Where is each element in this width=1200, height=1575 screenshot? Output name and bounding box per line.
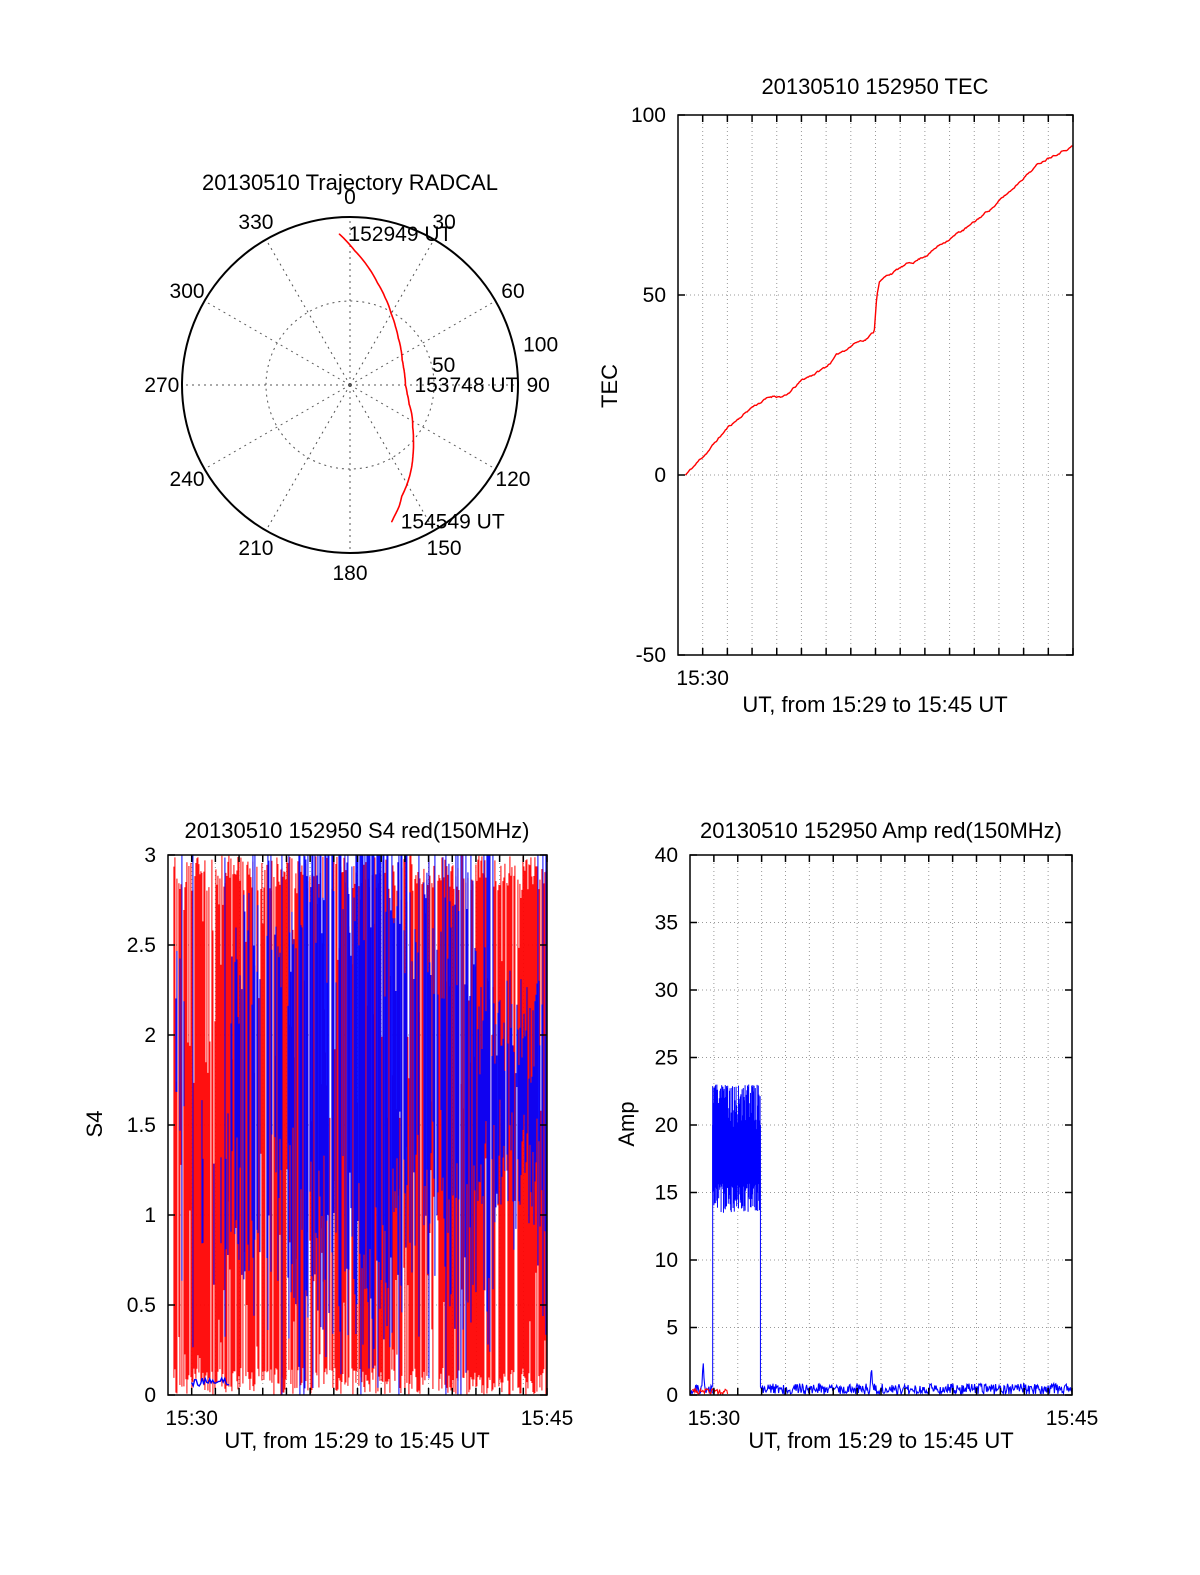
s4-plot-frame	[167, 854, 548, 1396]
amp-plot-ytick-label: 10	[655, 1249, 678, 1272]
trajectory-plot-title: 20130510 Trajectory RADCAL	[202, 170, 498, 195]
polar-azimuth-label: 30	[432, 211, 455, 234]
s4-plot-ytick-label: 0	[144, 1384, 156, 1407]
trajectory-time-annotation: 152949 UT	[348, 223, 452, 246]
polar-azimuth-label: 180	[332, 562, 367, 585]
tec-plot-grid	[678, 115, 1073, 655]
polar-azimuth-label: 240	[170, 468, 205, 491]
s4-plot: 3 2.5 2 1.5 1 0.5 0 15:30 15:45	[127, 844, 573, 1430]
tec-plot-xtick-label: 15:30	[676, 667, 729, 690]
amp-plot-labels: 40 35 30 25 20 15 10 5 0 15:30 15:45	[655, 844, 1099, 1430]
amp-plot-ytick-label: 40	[655, 844, 678, 867]
amp-plot-frame	[689, 854, 1073, 1396]
amp-plot-xtick-label: 15:45	[1046, 1407, 1099, 1430]
s4-plot-xtick-label: 15:30	[165, 1407, 218, 1430]
polar-spoke	[204, 384, 351, 470]
amp-plot-xtick-label: 15:30	[688, 1407, 741, 1430]
amp-plot-data	[689, 1084, 1073, 1396]
tec-plot-ytick-label: 100	[631, 104, 666, 127]
tec-xlabel: UT, from 15:29 to 15:45 UT	[742, 692, 1008, 717]
polar-azimuth-label: 120	[495, 468, 530, 491]
s4-plot-ytick-label: 3	[144, 844, 156, 867]
amp-plot-ytick-label: 20	[655, 1114, 678, 1137]
trajectory-plot: 0 30 60 90 120 150 180 210 240 270 300 330 50 100 1529…	[144, 186, 558, 585]
s4-ylabel: S4	[82, 1110, 107, 1138]
polar-spoke	[349, 384, 435, 531]
amp-baseline-blue	[689, 1363, 713, 1396]
polar-azimuth-label: 330	[238, 211, 273, 234]
amp-red-segment	[691, 1387, 729, 1396]
s4-plot-ytick-label: 2.5	[127, 934, 156, 957]
amp-plot-ytick-label: 30	[655, 979, 678, 1002]
s4-plot-ytick-label: 0.5	[127, 1294, 156, 1317]
amp-plot: 40 35 30 25 20 15 10 5 0 15:30 15:45	[655, 844, 1099, 1430]
s4-plot-ytick-label: 2	[144, 1024, 156, 1047]
s4-plot-labels: 3 2.5 2 1.5 1 0.5 0 15:30 15:45	[127, 844, 573, 1430]
amp-baseline-blue	[759, 1370, 1073, 1396]
amp-plot-ytick-label: 25	[655, 1047, 678, 1070]
tec-ylabel: TEC	[597, 364, 622, 408]
amp-xlabel: UT, from 15:29 to 15:45 UT	[748, 1428, 1014, 1453]
polar-azimuth-label: 0	[344, 186, 356, 209]
s4-plot-ytick-label: 1.5	[127, 1114, 156, 1137]
polar-outline	[181, 216, 519, 554]
polar-azimuth-label: 60	[501, 280, 524, 303]
tec-plot-data	[684, 145, 1073, 476]
tec-plot-labels: 100 50 0 -50 15:30	[631, 104, 729, 690]
s4-plot-data	[173, 855, 547, 1395]
amp-plot-ytick-label: 5	[666, 1317, 678, 1340]
s4-plot-xtick-label: 15:45	[521, 1407, 574, 1430]
tec-plot-ytick-label: 50	[643, 284, 666, 307]
s4-plot-title: 20130510 152950 S4 red(150MHz)	[184, 818, 530, 843]
polar-azimuth-label: 210	[238, 537, 273, 560]
amp-plot-ytick-label: 35	[655, 912, 678, 935]
polar-azimuth-label: 300	[170, 280, 205, 303]
amp-plot-ytick-label: 0	[666, 1384, 678, 1407]
amp-plot-ytick-label: 15	[655, 1182, 678, 1205]
polar-spoke	[349, 300, 496, 386]
amp-ylabel: Amp	[614, 1101, 639, 1147]
tec-plot: 100 50 0 -50 15:30	[631, 104, 1074, 690]
polar-radial-label: 50	[432, 354, 455, 377]
polar-azimuth-label: 270	[144, 374, 179, 397]
tec-plot-ytick-label: 0	[654, 464, 666, 487]
tec-plot-frame	[677, 114, 1074, 656]
tec-plot-title: 20130510 152950 TEC	[761, 74, 989, 99]
polar-spoke	[265, 239, 351, 386]
polar-radial-label: 100	[523, 333, 558, 356]
polar-grid-circle	[265, 300, 435, 470]
trajectory-time-annotation: 153748 UT	[414, 374, 518, 397]
s4-xlabel: UT, from 15:29 to 15:45 UT	[224, 1428, 490, 1453]
trajectory-time-annotation: 154549 UT	[401, 511, 505, 534]
tec-plot-ytick-label: -50	[636, 644, 666, 667]
polar-azimuth-label: 90	[526, 374, 549, 397]
s4-plot-ytick-label: 1	[144, 1204, 156, 1227]
amp-plot-title: 20130510 152950 Amp red(150MHz)	[699, 818, 1063, 843]
polar-azimuth-label: 150	[427, 537, 462, 560]
tec-series-line	[684, 145, 1073, 476]
trajectory-line	[338, 233, 415, 523]
s4-low-trace-blue	[191, 1376, 230, 1388]
